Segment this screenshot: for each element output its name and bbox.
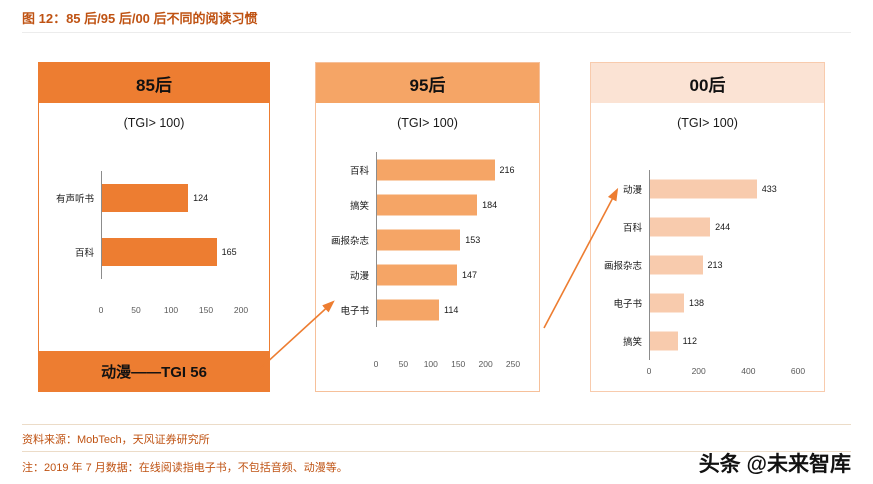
x-tick: 600 <box>790 366 806 376</box>
panel-00hou-subtitle: (TGI> 100) <box>677 116 738 130</box>
bar-track: 112 <box>649 322 798 360</box>
panel-00hou-header: 00后 <box>591 63 824 103</box>
category-label: 电子书 <box>340 305 369 317</box>
bar-row: 有声听书 124 <box>39 171 269 225</box>
bar-row: 动漫 147 <box>316 257 539 292</box>
x-tick: 200 <box>691 366 706 376</box>
x-tick: 100 <box>423 359 438 369</box>
panel-85hou: 85后 (TGI> 100) 有声听书 124 百科 165 0 50 100 150 200… <box>38 62 270 392</box>
bar-row: 画报杂志 213 <box>591 246 824 284</box>
bar-row: 电子书 138 <box>591 284 824 322</box>
category-label: 百科 <box>622 223 642 234</box>
bar-track: 216 <box>376 152 515 187</box>
bar-chart-85hou: 有声听书 124 百科 165 <box>39 171 269 279</box>
value-label: 216 <box>499 164 515 175</box>
value-label: 112 <box>682 336 697 346</box>
value-label: 153 <box>465 234 481 245</box>
category-label: 画报杂志 <box>603 261 642 272</box>
x-tick: 150 <box>198 305 214 315</box>
x-axis-95hou: 0 50 100 150 200 250 <box>373 359 520 373</box>
bar-track: 153 <box>376 222 513 257</box>
source-divider <box>22 424 851 425</box>
bar-track: 184 <box>376 187 513 222</box>
panel-85hou-header: 85后 <box>39 63 269 103</box>
x-axis-00hou: 0 200 400 600 <box>646 366 805 380</box>
source-text: 资料来源：MobTech，天风证券研究所 <box>22 434 210 446</box>
bar-track: 138 <box>649 284 798 322</box>
bar-row: 搞笑 112 <box>591 322 824 360</box>
bar <box>377 229 461 250</box>
category-label: 画报杂志 <box>330 235 369 247</box>
category-label: 电子书 <box>613 299 642 310</box>
value-label: 124 <box>193 193 209 203</box>
bar <box>377 299 440 320</box>
bar-row: 百科 244 <box>591 208 824 246</box>
note-text: 注：2019 年 7 月数据：在线阅读指电子书，不包括音频、动漫等。 <box>22 462 348 474</box>
category-label: 百科 <box>74 248 94 259</box>
bar-row: 电子书 114 <box>316 292 539 327</box>
title-divider <box>22 32 851 33</box>
bar-track: 244 <box>649 208 798 246</box>
bar-row: 百科 165 <box>39 225 269 279</box>
bar <box>377 194 478 215</box>
bar-row: 画报杂志 153 <box>316 222 539 257</box>
category-label: 百科 <box>349 165 369 177</box>
value-label: 147 <box>461 269 477 280</box>
bar <box>377 159 495 180</box>
x-tick: 400 <box>741 366 756 376</box>
bar <box>650 217 711 237</box>
x-tick: 0 <box>98 305 104 315</box>
x-tick: 250 <box>505 359 521 369</box>
bar <box>650 293 685 313</box>
value-label: 114 <box>444 304 459 315</box>
figure-title: 图 12：85 后/95 后/00 后不同的阅读习惯 <box>22 11 258 26</box>
x-tick: 150 <box>451 359 466 369</box>
value-label: 213 <box>707 260 723 270</box>
bar-row: 百科 216 <box>316 152 539 187</box>
bar <box>102 238 217 266</box>
panel-95hou-subtitle: (TGI> 100) <box>397 116 458 130</box>
panel-95hou-header: 95后 <box>316 63 539 103</box>
panel-00hou: 00后 (TGI> 100) 动漫 433 百科 244 画报杂志 213 电子书 138 搞笑… <box>590 62 825 392</box>
x-tick: 50 <box>398 359 409 369</box>
watermark: 头条 @未来智库 <box>698 453 851 476</box>
bar-track: 124 <box>101 171 241 225</box>
bar-track: 433 <box>649 170 798 208</box>
bar <box>650 331 678 351</box>
value-label: 165 <box>221 247 237 257</box>
x-tick: 100 <box>163 305 179 315</box>
bar <box>102 184 189 212</box>
note-divider <box>22 451 851 452</box>
value-label: 244 <box>715 222 731 232</box>
bar-track: 213 <box>649 246 798 284</box>
x-tick: 50 <box>131 305 141 315</box>
category-label: 动漫 <box>349 270 369 282</box>
panel-85hou-subtitle: (TGI> 100) <box>123 116 185 130</box>
bar-row: 搞笑 184 <box>316 187 539 222</box>
value-label: 138 <box>689 298 705 308</box>
bar-track: 114 <box>376 292 513 327</box>
bar-chart-00hou: 动漫 433 百科 244 画报杂志 213 电子书 138 搞笑 112 <box>591 170 824 360</box>
value-label: 184 <box>482 199 498 210</box>
category-label: 搞笑 <box>349 200 369 212</box>
bar <box>650 179 757 199</box>
category-label: 搞笑 <box>622 337 642 348</box>
x-tick: 200 <box>478 359 493 369</box>
x-tick: 0 <box>373 359 379 369</box>
bar <box>377 264 457 285</box>
bar-chart-95hou: 百科 216 搞笑 184 画报杂志 153 动漫 147 电子书 114 <box>316 152 539 327</box>
x-tick: 0 <box>646 366 652 376</box>
panel-95hou: 95后 (TGI> 100) 百科 216 搞笑 184 画报杂志 153 动漫 147 电子书… <box>315 62 540 392</box>
x-tick: 200 <box>233 305 249 315</box>
bar-track: 165 <box>101 225 241 279</box>
bar-track: 147 <box>376 257 513 292</box>
x-axis-85hou: 0 50 100 150 200 <box>98 305 248 319</box>
category-label: 有声听书 <box>55 194 94 205</box>
panel-85hou-callout: 动漫——TGI 56 <box>39 351 269 391</box>
value-label: 433 <box>761 184 777 194</box>
bar <box>650 255 703 275</box>
bar-row: 动漫 433 <box>591 170 824 208</box>
category-label: 动漫 <box>622 185 642 196</box>
